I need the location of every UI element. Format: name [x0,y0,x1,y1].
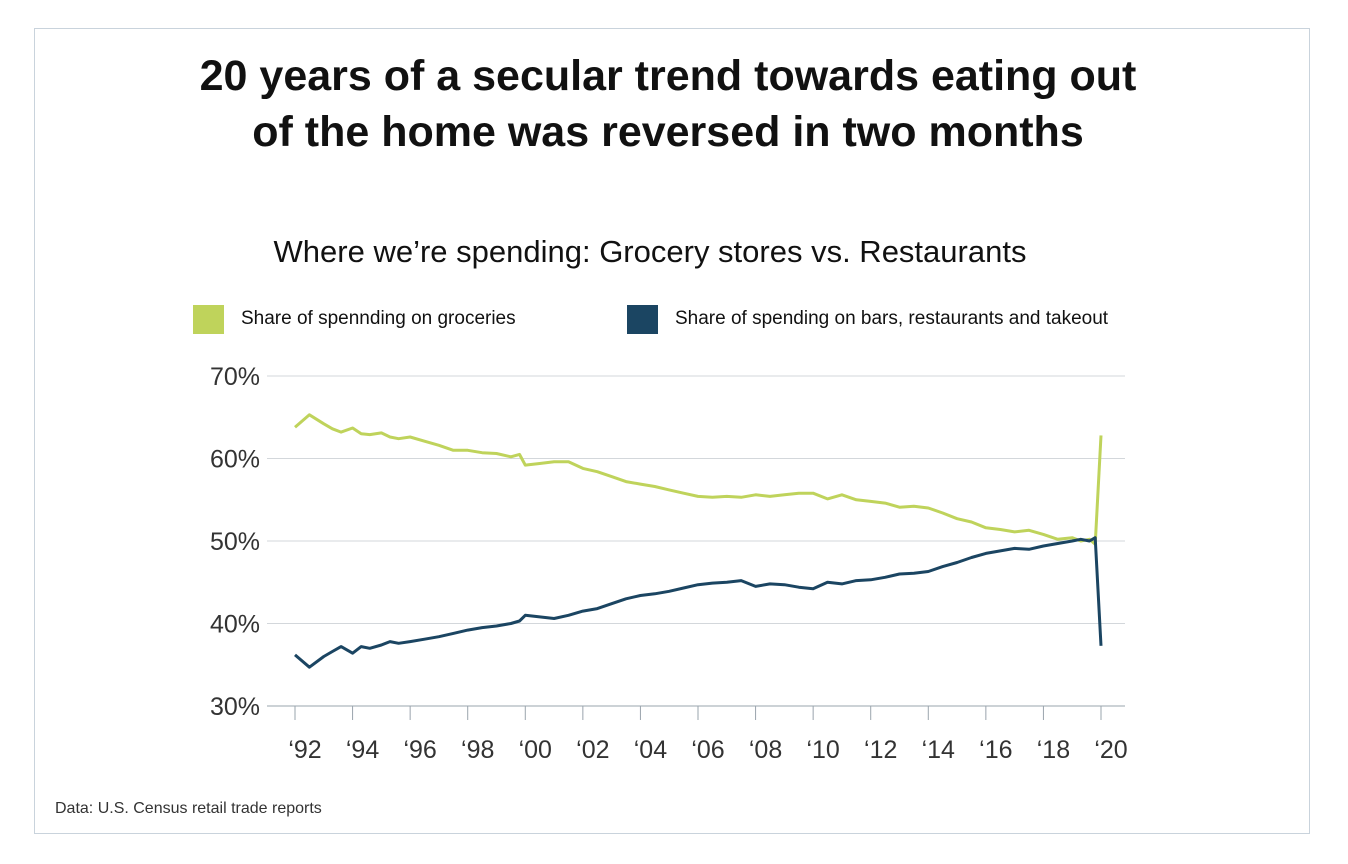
legend-label-groceries: Share of spennding on groceries [241,308,516,329]
x-tick-label: ‘00 [519,736,552,764]
x-tick-label: ‘92 [288,736,321,764]
chart-headline: 20 years of a secular trend towards eati… [0,48,1336,160]
series-line-groceries [294,413,1103,546]
y-tick-label: 30% [210,693,260,721]
y-tick-label: 60% [210,446,260,474]
x-tick-label: ‘10 [806,736,839,764]
data-source: Data: U.S. Census retail trade reports [55,800,322,817]
x-tick-label: ‘20 [1094,736,1127,764]
y-tick-label: 70% [210,363,260,391]
series-line-restaurants [294,536,1103,669]
x-tick-label: ‘02 [576,736,609,764]
legend-label-restaurants: Share of spending on bars, restaurants a… [675,308,1109,329]
headline-line-1: 20 years of a secular trend towards eati… [199,52,1137,100]
x-tick-label: ‘14 [922,736,955,764]
headline-line-2: of the home was reversed in two months [252,108,1084,156]
x-tick-label: ‘08 [749,736,782,764]
x-tick-label: ‘12 [864,736,897,764]
y-tick-label: 50% [210,528,260,556]
legend-item-groceries: Share of spennding on groceries [193,304,516,334]
x-tick-label: ‘18 [1037,736,1070,764]
chart-frame [34,28,1310,834]
x-tick-label: ‘96 [403,736,436,764]
x-tick-label: ‘94 [346,736,379,764]
legend-item-restaurants: Share of spending on bars, restaurants a… [627,304,1108,334]
x-tick-label: ‘98 [461,736,494,764]
chart-title: Where we’re spending: Grocery stores vs.… [273,234,1027,269]
x-tick-label: ‘16 [979,736,1012,764]
x-tick-label: ‘06 [691,736,724,764]
legend-swatch-restaurants [627,304,658,334]
x-tick-label: ‘04 [634,736,667,764]
legend-swatch-groceries [193,304,224,334]
y-tick-label: 40% [210,611,260,639]
